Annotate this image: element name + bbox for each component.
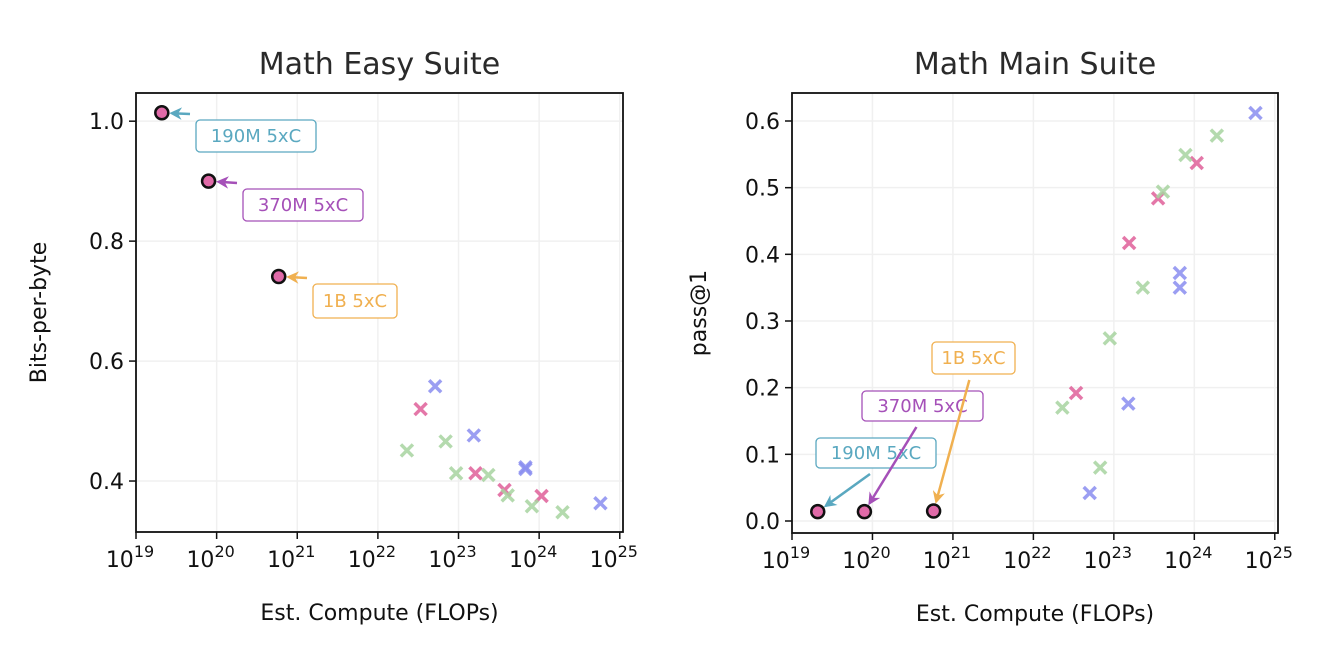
annotation-arrow [286,271,308,284]
data-point-baseline-blue [427,379,443,394]
data-point-5xc [856,503,873,520]
x-tick-label: 1024 [1164,543,1212,574]
x-tick-label: 1019 [106,542,154,573]
data-point-baseline-pink [1121,235,1137,251]
data-point-baseline-green [438,434,453,449]
y-tick-label: 0.4 [745,243,780,268]
annotation-label: 370M 5xC [877,396,967,417]
annotation-box [312,283,398,319]
data-point-5xc [925,503,942,519]
x-tick-label: 1021 [923,543,971,574]
annotation-label: 190M 5xC [831,443,921,464]
annotation-arrow [932,379,971,504]
data-point-baseline-green [1178,147,1193,163]
annotation-label: 370M 5xC [258,195,348,216]
data-point-baseline-pink [1068,385,1084,401]
data-point-5xc [270,268,287,285]
data-point-5xc [809,503,826,520]
annotation-box [242,188,364,222]
annotation-label: 1B 5xC [323,291,387,312]
annotation-box [861,390,984,422]
data-point-baseline-green [1092,460,1108,475]
data-point-baseline-green [399,443,415,458]
y-tick-label: 0.3 [745,310,780,335]
data-point-baseline-green [1102,331,1118,346]
x-axis-label: Est. Compute (FLOPs) [260,601,498,626]
data-point-baseline-green [481,467,496,483]
chart-panel-1: Math Easy Suite 1019 1020 1021 1022 1023 1024 1… [27,47,638,626]
data-point-baseline-blue [1172,265,1188,281]
annotation-arrow [216,176,238,189]
chart-title: Math Easy Suite [259,47,500,82]
annotation-arrow [169,107,191,120]
x-axis-label: Est. Compute (FLOPs) [916,602,1154,627]
data-point-baseline-pink [468,465,483,481]
data-point-baseline-green [524,498,540,514]
data-point-baseline-green [1209,128,1225,143]
data-point-baseline-blue [466,428,482,443]
data-point-baseline-blue [518,461,533,477]
y-tick-label: 0.2 [745,377,780,402]
data-point-5xc [200,173,217,189]
y-tick-label: 0.8 [89,230,124,255]
plot-frame [135,92,624,533]
x-tick-label: 1023 [428,542,476,573]
y-axis-label: Bits-per-byte [27,242,52,383]
y-tick-label: 0.6 [89,350,124,375]
x-tick-label: 1022 [348,542,396,573]
data-point-baseline-green [448,465,464,481]
data-point-baseline-pink [413,401,428,417]
x-tick-label: 1025 [590,542,638,573]
annotation-arrow [868,426,918,506]
x-tick-label: 1019 [762,543,810,574]
annotation-label: 1B 5xC [941,348,1005,369]
annotation-label: 190M 5xC [211,126,301,147]
x-tick-label: 1020 [842,543,890,574]
chart-panel-2: Math Main Suite 1019 1020 1021 1022 1023 1024 1… [687,47,1293,627]
data-point-baseline-green [1155,184,1171,199]
x-tick-label: 1020 [186,542,234,573]
y-tick-label: 0.5 [745,177,780,202]
data-point-baseline-green [555,504,570,520]
y-axis-label: pass@1 [687,270,712,356]
chart-title: Math Main Suite [914,47,1156,82]
data-point-baseline-pink [1189,155,1204,171]
data-point-baseline-green [500,488,515,503]
x-tick-label: 1021 [267,542,315,573]
x-tick-label: 1024 [509,542,557,573]
y-tick-label: 1.0 [89,110,124,135]
data-point-baseline-green [1135,280,1151,295]
data-point-baseline-blue [593,495,608,511]
annotation-box [195,119,317,153]
y-tick-label: 0.4 [89,470,124,495]
x-tick-label: 1022 [1003,543,1051,574]
data-point-baseline-green [1055,400,1070,415]
y-tick-label: 0.6 [745,110,780,135]
x-tick-label: 1023 [1084,543,1132,574]
data-point-baseline-blue [1248,105,1263,121]
annotation-arrow [823,472,871,508]
data-point-baseline-blue [1172,280,1188,295]
annotation-box [931,341,1016,375]
data-point-baseline-blue [1121,396,1136,411]
data-point-baseline-blue [1082,485,1097,501]
y-tick-label: 0.0 [745,510,780,535]
plot-frame [791,92,1279,534]
y-tick-label: 0.1 [745,443,780,468]
data-point-5xc [154,105,170,121]
x-tick-label: 1025 [1245,543,1293,574]
